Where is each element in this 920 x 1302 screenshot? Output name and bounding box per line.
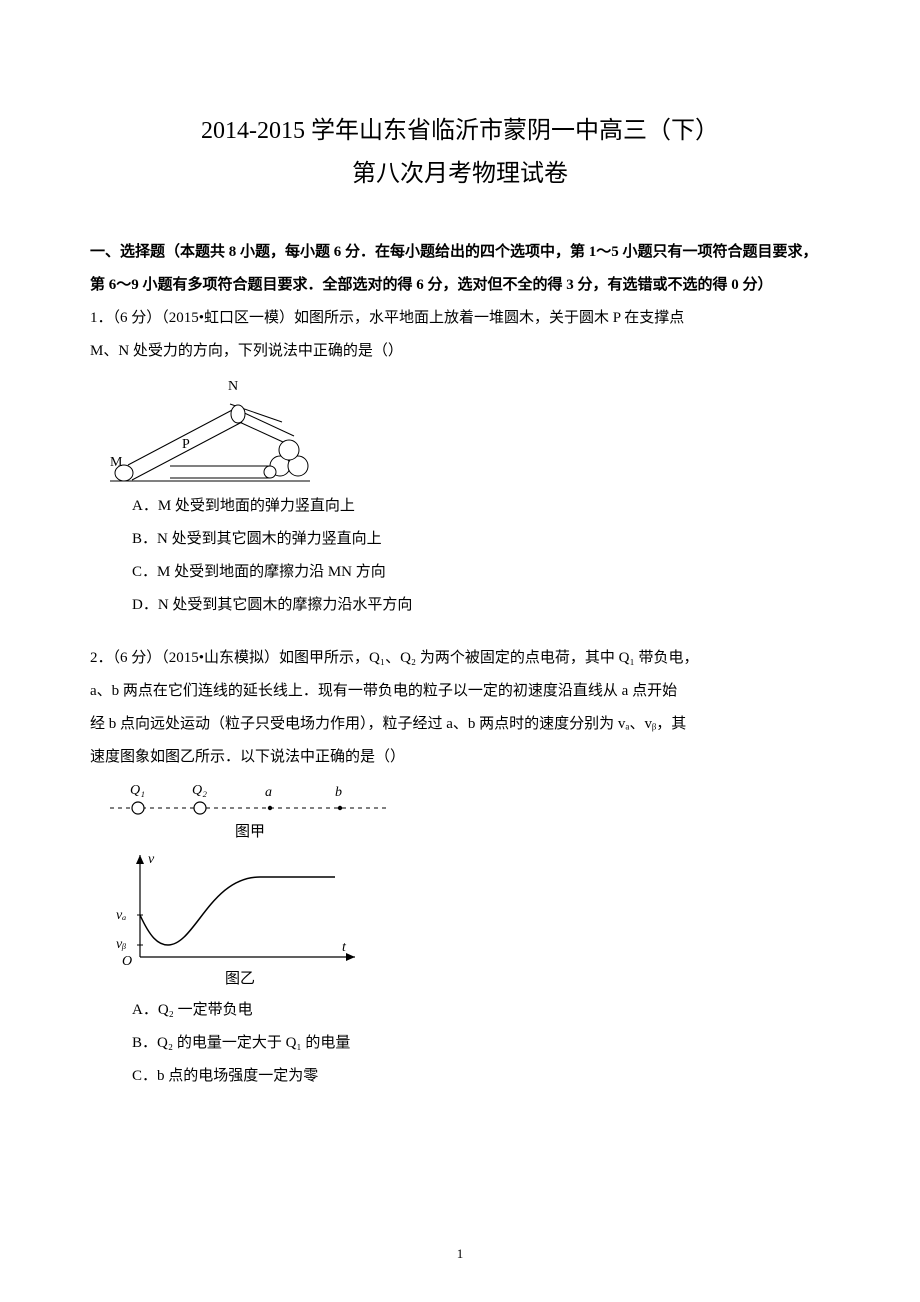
q1-option-A: A．M 处受到地面的弹力竖直向上 bbox=[90, 490, 830, 523]
q2-svg-2: vₐ vᵦ v t O bbox=[110, 847, 370, 967]
q2-caption-2: 图乙 bbox=[110, 967, 370, 988]
q1-stem-line-2: M、N 处受力的方向，下列说法中正确的是（） bbox=[90, 335, 830, 368]
spacer bbox=[90, 622, 830, 642]
q2-label-O: O bbox=[122, 954, 132, 967]
q2-caption-1: 图甲 bbox=[110, 820, 390, 841]
q2-stem-line-1: 2．（6 分）（2015•山东模拟）如图甲所示，Q₁、Q₂ 为两个被固定的点电荷… bbox=[90, 642, 830, 675]
q2-stem-line-3: 经 b 点向远处运动（粒子只受电场力作用），粒子经过 a、b 两点时的速度分别为… bbox=[90, 708, 830, 741]
q1-option-C: C．M 处受到地面的摩擦力沿 MN 方向 bbox=[90, 556, 830, 589]
q2-option-B: B．Q₂ 的电量一定大于 Q₁ 的电量 bbox=[90, 1027, 830, 1060]
q2-label-Q1: Q₁ bbox=[130, 783, 145, 798]
q2-option-A: A．Q₂ 一定带负电 bbox=[90, 994, 830, 1027]
q1-option-B: B．N 处受到其它圆木的弹力竖直向上 bbox=[90, 523, 830, 556]
q2-option-C: C．b 点的电场强度一定为零 bbox=[90, 1060, 830, 1093]
q2-label-b: b bbox=[335, 785, 342, 800]
q1-figure: N P M bbox=[110, 374, 830, 484]
q2-label-a: a bbox=[265, 785, 272, 800]
page-number: 1 bbox=[0, 1246, 920, 1262]
q2-label-Q2: Q₂ bbox=[192, 783, 207, 798]
q2-label-v: v bbox=[148, 852, 155, 867]
title-line-2: 第八次月考物理试卷 bbox=[90, 153, 830, 196]
page: 2014-2015 学年山东省临沂市蒙阴一中高三（下） 第八次月考物理试卷 一、… bbox=[0, 0, 920, 1302]
section-heading: 一、选择题（本题共 8 小题，每小题 6 分．在每小题给出的四个选项中，第 1～… bbox=[90, 236, 830, 302]
q2-figure-1: Q₁ Q₂ a b 图甲 bbox=[110, 780, 830, 841]
q1-label-M: M bbox=[110, 455, 123, 470]
q2-svg-1: Q₁ Q₂ a b bbox=[110, 780, 390, 820]
q2-label-vb: vᵦ bbox=[116, 937, 126, 952]
q2-label-va: vₐ bbox=[116, 908, 126, 923]
q2-stem-line-4: 速度图象如图乙所示．以下说法中正确的是（） bbox=[90, 741, 830, 774]
title-line-1: 2014-2015 学年山东省临沂市蒙阴一中高三（下） bbox=[90, 110, 830, 153]
q1-svg: N P M bbox=[110, 374, 310, 484]
q1-label-N: N bbox=[228, 379, 238, 394]
q2-label-t: t bbox=[342, 940, 347, 955]
exam-title: 2014-2015 学年山东省临沂市蒙阴一中高三（下） 第八次月考物理试卷 bbox=[90, 110, 830, 196]
q1-option-D: D．N 处受到其它圆木的摩擦力沿水平方向 bbox=[90, 589, 830, 622]
q1-stem-line-1: 1．（6 分）（2015•虹口区一模）如图所示，水平地面上放着一堆圆木，关于圆木… bbox=[90, 302, 830, 335]
q2-stem-line-2: a、b 两点在它们连线的延长线上．现有一带负电的粒子以一定的初速度沿直线从 a … bbox=[90, 675, 830, 708]
q1-label-P: P bbox=[182, 437, 190, 452]
q2-figure-2: vₐ vᵦ v t O 图乙 bbox=[110, 847, 830, 988]
